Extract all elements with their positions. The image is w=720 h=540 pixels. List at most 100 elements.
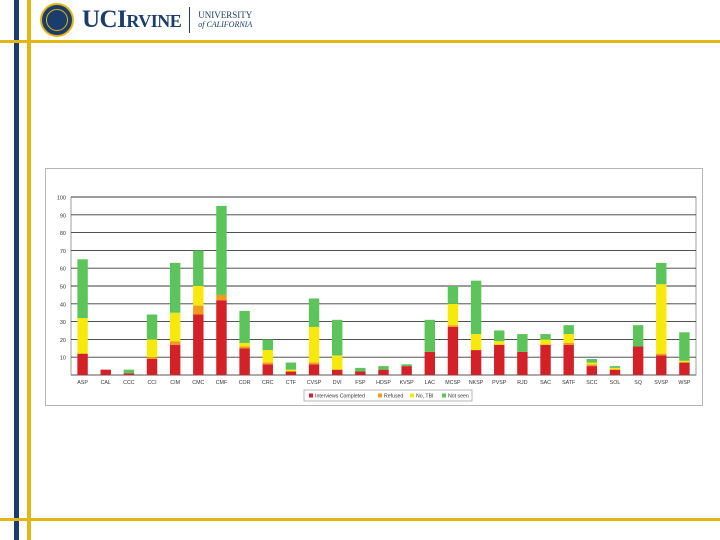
bar-segment [632, 346, 644, 375]
bar-segment [494, 341, 505, 345]
bar-segment [540, 334, 551, 340]
bar-segment [447, 326, 459, 375]
bar-segment [656, 284, 667, 354]
legend-swatch [410, 393, 414, 398]
bar-segment [169, 344, 181, 375]
bar-segment [447, 286, 459, 304]
bar-segment [331, 319, 343, 356]
bar-segment [586, 366, 598, 375]
left-gold-rule [27, 0, 31, 540]
bar-segment [424, 319, 436, 352]
bar-segment [285, 369, 297, 372]
y-tick-label: 90 [60, 213, 66, 219]
y-tick-label: 10 [60, 356, 66, 362]
x-tick-label: FSP [355, 380, 366, 386]
bar-segment [679, 362, 690, 375]
bar-segment [494, 330, 505, 342]
bar-segment [285, 371, 297, 375]
bar-segment [169, 262, 181, 313]
bar-segment [77, 259, 88, 319]
x-tick-label: MCSP [445, 380, 461, 386]
left-navy-rule [14, 0, 19, 540]
bar-segment [285, 362, 297, 370]
x-tick-label: PVSP [492, 380, 507, 386]
uci-wordmark: UCIRVINE [82, 6, 182, 33]
bar-segment [262, 339, 273, 351]
uci-logo: UCIRVINE UNIVERSITY of CALIFORNIA [40, 2, 252, 38]
x-tick-label: HDSP [376, 380, 391, 386]
bar-segment [216, 205, 227, 295]
x-tick-label: SOL [610, 380, 621, 386]
bar-segment [679, 360, 690, 363]
bar-segment [378, 366, 389, 370]
bar-segment [424, 351, 436, 375]
bar-segment [563, 325, 574, 335]
bar-segment [331, 369, 343, 375]
y-tick-label: 20 [60, 338, 66, 344]
bar-segment [262, 362, 273, 365]
bar-segment [632, 325, 644, 347]
x-tick-label: COR [239, 380, 251, 386]
legend-swatch [309, 393, 313, 398]
bar-segment [586, 358, 598, 363]
bar-segment [447, 325, 459, 327]
bar-segment [586, 362, 598, 365]
bar-segment [193, 286, 204, 306]
bar-segment [355, 371, 366, 375]
y-tick-label: 100 [57, 196, 66, 202]
bar-segment [656, 353, 667, 356]
bar-segment [193, 314, 204, 375]
x-tick-label: CCI [147, 380, 156, 386]
legend-swatch [442, 393, 446, 398]
uc-wordmark: UNIVERSITY of CALIFORNIA [198, 10, 253, 29]
bar-segment [609, 366, 621, 368]
x-tick-label: CVSP [307, 380, 322, 386]
x-tick-label: ASP [77, 380, 88, 386]
legend-label: Interviews Completed [315, 394, 365, 400]
bar-segment [401, 364, 412, 367]
y-tick-label: 40 [60, 302, 66, 308]
footer-gold-rule [0, 518, 720, 521]
bar-segment [656, 262, 667, 285]
x-tick-label: SQ [634, 380, 642, 386]
bar-segment [216, 294, 227, 301]
bar-segment [609, 367, 621, 370]
bar-segment [262, 364, 273, 375]
x-tick-label: CIM [170, 380, 180, 386]
bar-segment [540, 344, 551, 375]
x-tick-label: CAL [101, 380, 111, 386]
uc-seal-icon [40, 3, 74, 37]
logo-divider [189, 7, 191, 33]
x-tick-label: RJD [517, 380, 527, 386]
y-tick-label: 70 [60, 249, 66, 255]
x-tick-label: WSP [678, 380, 691, 386]
x-tick-label: SVSP [654, 380, 669, 386]
bar-segment [193, 305, 204, 315]
x-tick-label: CRC [262, 380, 274, 386]
x-tick-label: CTF [286, 380, 297, 386]
legend-label: Not seen [448, 394, 469, 400]
bar-segment [656, 355, 667, 375]
bar-segment [239, 310, 250, 343]
bar-segment [563, 334, 574, 343]
y-tick-label: 60 [60, 267, 66, 273]
bar-segment [540, 339, 551, 345]
bar-segment [239, 342, 250, 347]
bar-segment [146, 339, 158, 358]
bar-segment [679, 332, 690, 361]
y-tick-label: 80 [60, 231, 66, 237]
bar-segment [169, 341, 181, 345]
x-tick-label: CMF [216, 380, 228, 386]
bar-segment [609, 369, 621, 375]
bar-segment [77, 353, 88, 375]
legend-label: No, TBI [416, 394, 434, 400]
x-tick-label: CMC [192, 380, 204, 386]
bar-segment [517, 334, 528, 352]
bar-segment [308, 298, 320, 327]
chart-frame: 10 20 30 40 50 60 70 80 90 100 ASP CAL CCC CCI CIM CMC C… [45, 168, 703, 406]
bar-segment [146, 358, 158, 375]
bar-segment [146, 314, 158, 340]
x-tick-label: NKSP [469, 380, 484, 386]
bar-segment [470, 350, 482, 375]
bar-segment [193, 250, 204, 286]
